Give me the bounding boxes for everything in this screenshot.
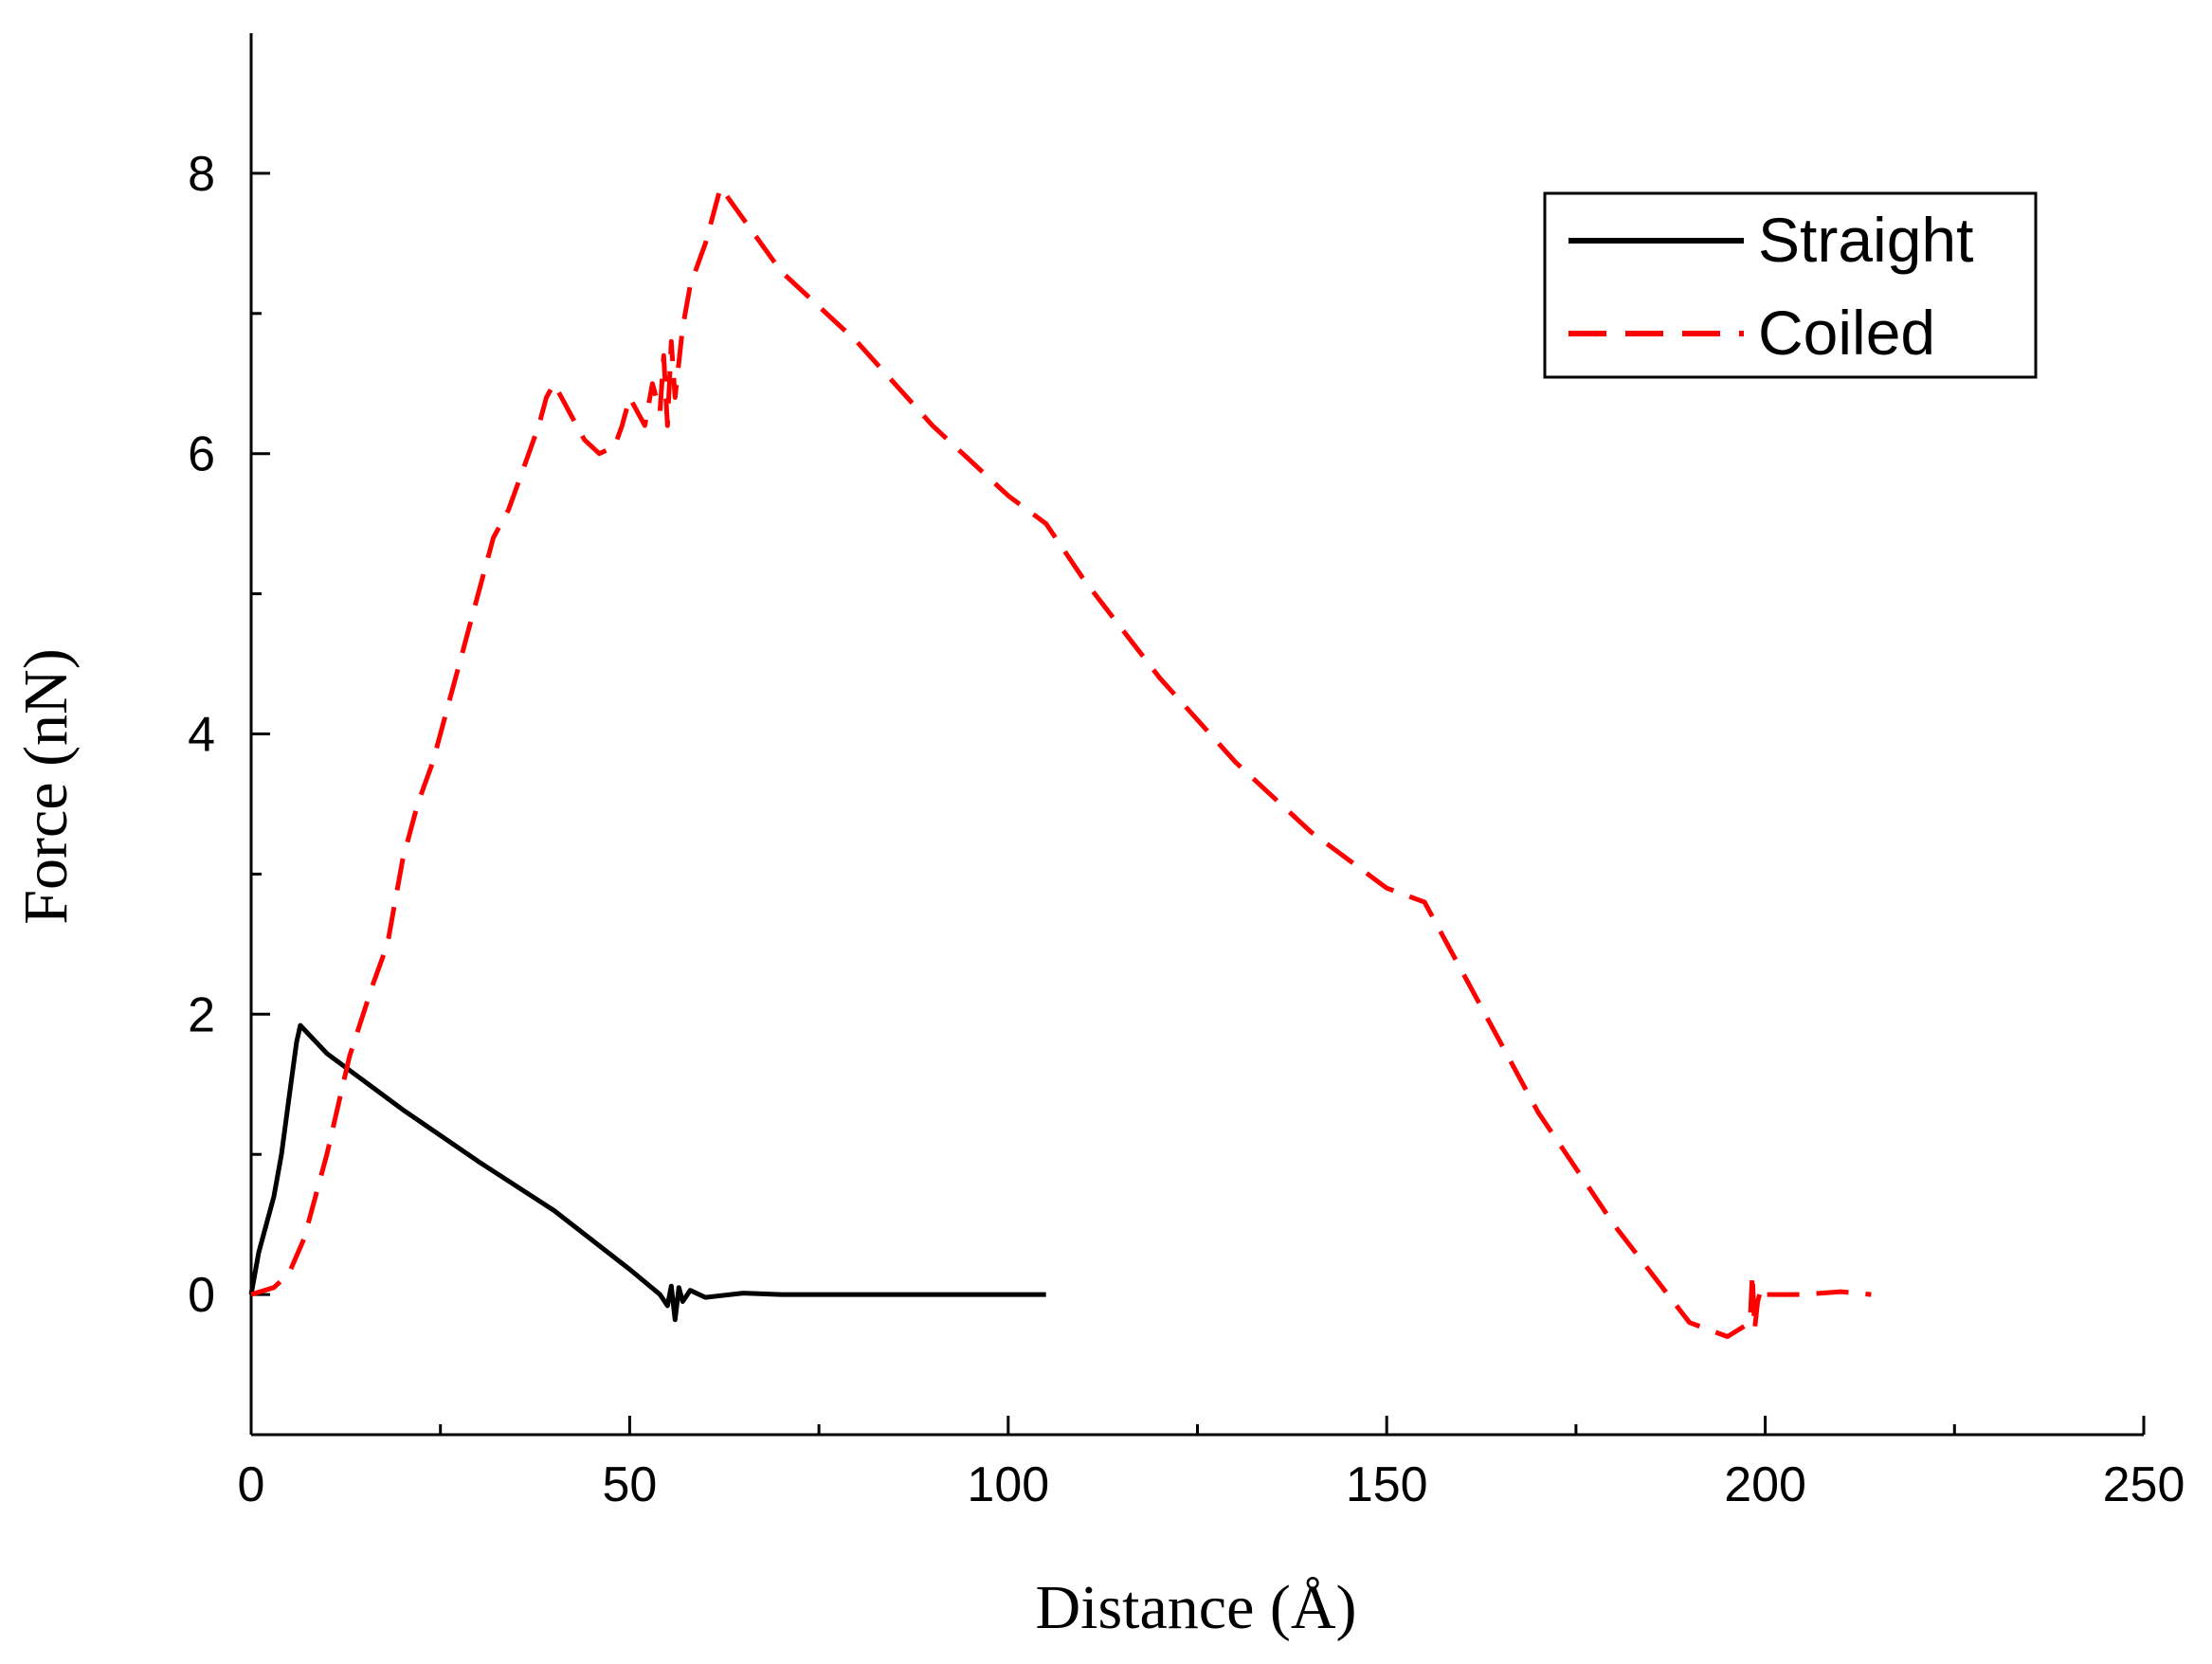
x-axis-title: Distance (Å)	[1035, 1573, 1356, 1642]
y-tick-label-0: 0	[188, 1268, 215, 1323]
y-tick-label-2: 2	[188, 987, 215, 1042]
x-tick-label-200: 200	[1724, 1457, 1806, 1512]
x-tick-label-150: 150	[1346, 1457, 1428, 1512]
series-line-straight	[248, 1022, 1046, 1323]
y-tick-label-8: 8	[188, 147, 215, 202]
x-tick-label-0: 0	[238, 1457, 265, 1512]
legend-label-straight: Straight	[1758, 205, 1973, 275]
legend: Straight Coiled	[1543, 191, 2038, 379]
y-tick-label-6: 6	[188, 427, 215, 482]
series-line-coiled	[250, 185, 1872, 1339]
y-tick-label-4: 4	[188, 708, 215, 763]
labels-layer: Distance (Å) Force (nN)	[11, 648, 1357, 1642]
x-tick-label-50: 50	[602, 1457, 657, 1512]
series-layer	[248, 185, 1872, 1339]
legend-label-coiled: Coiled	[1758, 298, 1935, 368]
x-tick-label-100: 100	[967, 1457, 1049, 1512]
x-tick-label-250: 250	[2103, 1457, 2185, 1512]
axes: 0 50 100 150 200 250 0 2 4 6 8	[188, 33, 2185, 1512]
y-axis-title: Force (nN)	[11, 648, 81, 924]
legend-box	[1543, 191, 2038, 379]
